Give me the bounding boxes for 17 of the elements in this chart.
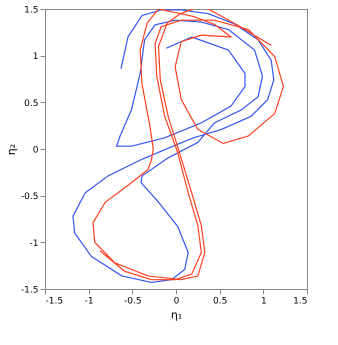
- x-axis-title: η₁: [170, 308, 182, 322]
- x-tick-label: -0.5: [124, 296, 142, 306]
- x-tick-label: 0: [174, 296, 180, 306]
- x-tick-label: -1.5: [46, 296, 64, 306]
- y-tick-label: 0: [32, 146, 39, 156]
- y-tick-label: -1: [30, 238, 38, 249]
- y-tick-label: -0.5: [20, 192, 38, 202]
- x-tick-label: 1: [260, 296, 267, 306]
- x-tick-label: 0.5: [213, 296, 228, 306]
- y-tick-label: 0.5: [24, 98, 38, 109]
- y-axis-title: η₂: [4, 144, 18, 156]
- x-tick-label: -1: [84, 296, 94, 306]
- line-series: [72, 9, 274, 284]
- y-tick-label: 1: [32, 52, 38, 62]
- x-tick-label: 1.5: [293, 296, 308, 306]
- y-tick-label: -1.5: [20, 286, 38, 296]
- y-tick-label: 1.5: [24, 6, 38, 16]
